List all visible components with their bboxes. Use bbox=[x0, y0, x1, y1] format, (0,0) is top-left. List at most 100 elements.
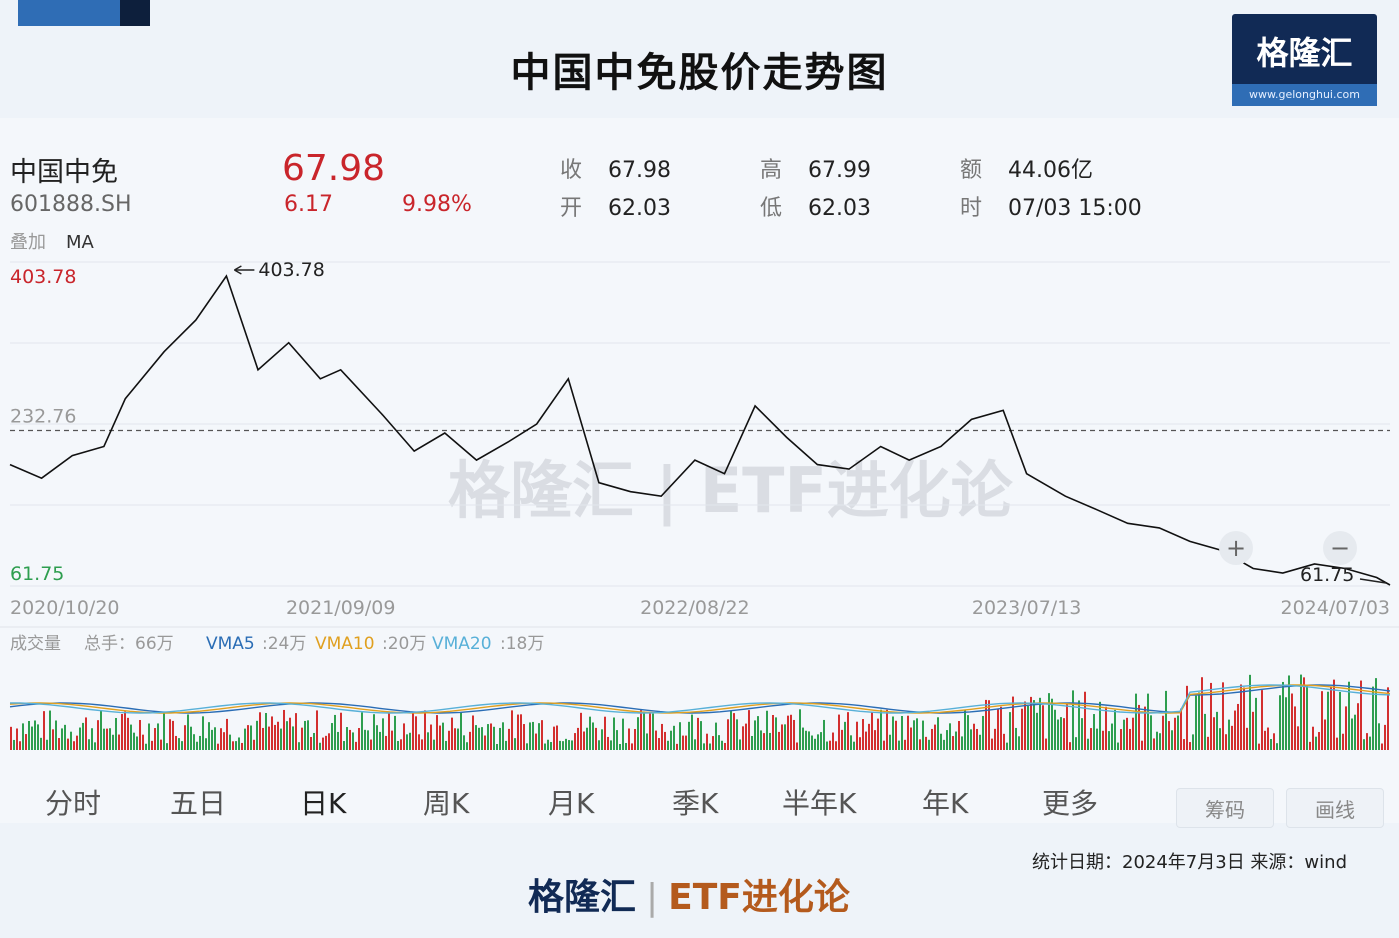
volume-bar bbox=[1039, 697, 1041, 750]
volume-bar bbox=[805, 730, 807, 750]
volume-bar bbox=[214, 727, 216, 750]
volume-bar bbox=[1069, 742, 1071, 750]
volume-bar bbox=[520, 714, 522, 750]
volume-bar bbox=[664, 731, 666, 750]
footer-brand-etf: ETF进化论 bbox=[668, 877, 850, 918]
volume-bar bbox=[598, 740, 600, 750]
volume-bar bbox=[259, 712, 261, 750]
volume-bar bbox=[1141, 740, 1143, 750]
volume-bar bbox=[28, 720, 30, 750]
volume-bar bbox=[82, 722, 84, 750]
x-tick-label: 2023/07/13 bbox=[972, 597, 1082, 619]
volume-bar bbox=[706, 733, 708, 750]
volume-bar bbox=[1015, 727, 1017, 750]
volume-bar bbox=[1186, 685, 1188, 750]
volume-bar bbox=[487, 724, 489, 750]
volume-bar bbox=[1255, 697, 1257, 750]
volume-bar bbox=[676, 743, 678, 750]
volume-bar bbox=[580, 712, 582, 750]
volume-bar bbox=[1369, 736, 1371, 750]
volume-bar bbox=[481, 727, 483, 750]
volume-bar bbox=[439, 725, 441, 750]
volume-bar bbox=[427, 732, 429, 750]
volume-bar bbox=[409, 732, 411, 750]
volume-bar bbox=[853, 741, 855, 750]
volume-bar bbox=[229, 734, 231, 750]
volume-bar bbox=[1180, 708, 1182, 750]
zoom-out-button[interactable] bbox=[1323, 531, 1357, 565]
volume-bar bbox=[1201, 677, 1203, 750]
volume-bar bbox=[1339, 692, 1341, 750]
volume-bar bbox=[799, 709, 801, 750]
volume-bar bbox=[1189, 742, 1191, 750]
volume-bar bbox=[1222, 682, 1224, 750]
volume-bar bbox=[55, 720, 57, 750]
tab-monthly-k[interactable]: 月K bbox=[548, 787, 595, 820]
volume-bar bbox=[61, 728, 63, 750]
volume-bar bbox=[1153, 738, 1155, 750]
volume-bar bbox=[772, 714, 774, 750]
volume-bar bbox=[1009, 712, 1011, 750]
watermark: 格隆汇 | ETF进化论 bbox=[448, 454, 1013, 527]
logo-text: 格隆汇 bbox=[1256, 34, 1353, 72]
volume-bar bbox=[319, 742, 321, 750]
volume-bar bbox=[922, 720, 924, 750]
tab-half-year-k[interactable]: 半年K bbox=[782, 787, 857, 820]
volume-bar bbox=[475, 725, 477, 750]
volume-bar bbox=[397, 740, 399, 750]
volume-bar bbox=[1291, 693, 1293, 750]
volume-bar bbox=[190, 726, 192, 750]
volume-bar bbox=[976, 728, 978, 750]
price-label-min: 61.75 bbox=[10, 563, 64, 585]
price-change-pct: 9.98% bbox=[402, 192, 472, 217]
volume-bar bbox=[1093, 714, 1095, 750]
volume-bar bbox=[793, 719, 795, 750]
volume-bar bbox=[379, 731, 381, 750]
volume-bar bbox=[769, 732, 771, 750]
volume-bar bbox=[31, 726, 33, 750]
volume-bar bbox=[1090, 728, 1092, 750]
volume-bar bbox=[619, 743, 621, 750]
price-chart[interactable]: 403.78 232.76 61.75 403.78 61.75 + − 2020/10/20… bbox=[0, 0, 1399, 760]
volume-bar bbox=[406, 734, 408, 750]
tab-daily-k[interactable]: 日K bbox=[300, 787, 347, 820]
volume-bar bbox=[1105, 706, 1107, 750]
volume-bar bbox=[256, 720, 258, 750]
volume-bar bbox=[1258, 743, 1260, 750]
volume-legend-item: :24万 bbox=[262, 634, 306, 654]
volume-bar bbox=[10, 726, 12, 750]
volume-bar bbox=[1183, 739, 1185, 750]
volume-bar bbox=[460, 712, 462, 750]
tab-quarterly-k[interactable]: 季K bbox=[672, 787, 719, 820]
draw-button[interactable]: 画线 bbox=[1286, 788, 1384, 828]
tab-five-day[interactable]: 五日 bbox=[170, 787, 227, 820]
volume-bar bbox=[559, 740, 561, 750]
volume-bar bbox=[1219, 728, 1221, 750]
tab-more[interactable]: 更多 bbox=[1042, 787, 1099, 820]
volume-bar bbox=[1117, 742, 1119, 750]
overlay-setting[interactable]: 叠加 MA bbox=[10, 228, 94, 254]
volume-bar bbox=[1057, 719, 1059, 750]
volume-bar bbox=[22, 723, 24, 750]
volume-bar bbox=[46, 739, 48, 750]
zoom-in-button[interactable] bbox=[1219, 531, 1253, 565]
volume-bar bbox=[883, 740, 885, 750]
volume-bar bbox=[1165, 690, 1167, 750]
volume-bar bbox=[991, 738, 993, 750]
volume-bar bbox=[1078, 700, 1080, 750]
tab-yearly-k[interactable]: 年K bbox=[922, 787, 969, 820]
volume-bar bbox=[1051, 698, 1053, 750]
volume-bar bbox=[43, 711, 45, 750]
volume-bar bbox=[655, 730, 657, 750]
volume-bar bbox=[286, 721, 288, 750]
chip-button[interactable]: 筹码 bbox=[1176, 788, 1274, 828]
volume-bar bbox=[961, 736, 963, 750]
volume-bar bbox=[226, 718, 228, 750]
volume-bar bbox=[373, 714, 375, 750]
volume-bar bbox=[340, 712, 342, 750]
volume-bar bbox=[1054, 709, 1056, 750]
volume-bar bbox=[262, 727, 264, 750]
volume-bar bbox=[109, 728, 111, 750]
tab-intraday[interactable]: 分时 bbox=[45, 787, 102, 820]
tab-weekly-k[interactable]: 周K bbox=[423, 787, 470, 820]
